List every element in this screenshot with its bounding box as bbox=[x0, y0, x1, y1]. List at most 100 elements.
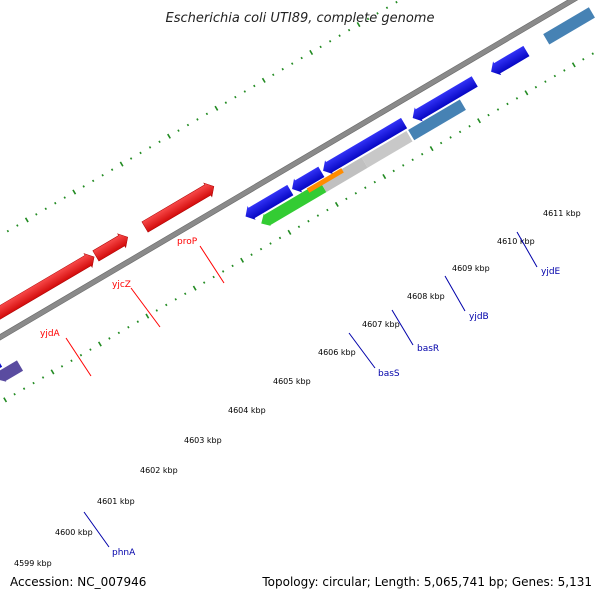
gc-dot bbox=[234, 95, 237, 99]
gc-dot bbox=[214, 105, 219, 111]
gc-dot bbox=[392, 169, 395, 173]
gc-dot bbox=[291, 62, 294, 65]
proP-leader bbox=[199, 245, 225, 284]
gene-yjdA bbox=[0, 253, 95, 321]
gc-dot bbox=[338, 34, 341, 37]
gc-dot bbox=[395, 0, 398, 4]
gc-dot bbox=[591, 52, 594, 55]
gene-phnA bbox=[0, 360, 24, 382]
gc-dot bbox=[50, 369, 55, 375]
gc-content-dots-upper bbox=[6, 0, 398, 233]
gene-proP bbox=[141, 182, 215, 233]
gc-dot bbox=[429, 146, 434, 152]
gc-dot bbox=[212, 275, 215, 279]
gc-dot bbox=[376, 12, 379, 15]
tick-label: 4604 kbp bbox=[228, 406, 266, 415]
gc-dot bbox=[224, 101, 228, 104]
genome-stats-text: Topology: circular; Length: 5,065,741 bp… bbox=[261, 575, 592, 589]
gene-blue-row1-f bbox=[323, 117, 408, 175]
tick-label: 4608 kbp bbox=[407, 292, 445, 301]
gc-dot bbox=[354, 192, 358, 195]
gene-blue-row1-e bbox=[292, 166, 325, 193]
gc-dot bbox=[117, 331, 121, 335]
gc-dot bbox=[544, 80, 547, 83]
gc-dot bbox=[506, 102, 509, 106]
gc-dot bbox=[72, 189, 77, 195]
gc-dot bbox=[356, 21, 361, 28]
basR-leader bbox=[391, 309, 414, 346]
gc-dot bbox=[326, 208, 329, 212]
gene-label-yjdE: yjdE bbox=[541, 267, 561, 277]
tick-label: 4611 kbp bbox=[543, 209, 581, 218]
gc-dot bbox=[177, 129, 180, 132]
gc-dot bbox=[250, 253, 253, 256]
gene-label-yjdB: yjdB bbox=[469, 312, 489, 322]
gc-dot bbox=[79, 353, 83, 357]
gc-dot bbox=[44, 207, 47, 211]
gene-yjdB bbox=[361, 130, 413, 168]
genome-track bbox=[0, 0, 595, 404]
tick-label: 4599 kbp bbox=[14, 559, 52, 568]
gc-dot bbox=[22, 387, 26, 390]
gc-dot bbox=[411, 158, 414, 162]
gc-dot bbox=[54, 201, 57, 205]
gc-dot bbox=[287, 229, 292, 235]
gc-dot bbox=[524, 90, 529, 96]
genome-backbone bbox=[0, 0, 584, 404]
gc-dot bbox=[328, 40, 332, 43]
gc-dot bbox=[385, 6, 389, 10]
gc-dot bbox=[202, 281, 206, 284]
gc-dot bbox=[91, 179, 95, 183]
gc-dot bbox=[3, 397, 8, 403]
gc-dot bbox=[89, 348, 92, 351]
gc-dot bbox=[240, 257, 245, 263]
gene-label-yjcZ: yjcZ bbox=[112, 280, 131, 290]
gene-basS bbox=[261, 181, 327, 226]
gc-dot bbox=[382, 173, 387, 180]
gc-dot bbox=[192, 285, 197, 291]
gc-dot bbox=[205, 112, 209, 116]
gc-dot bbox=[145, 313, 150, 319]
yjcZ-leader bbox=[130, 287, 161, 328]
gc-dot bbox=[129, 157, 133, 160]
gc-dot bbox=[515, 97, 519, 100]
gc-dot bbox=[253, 84, 256, 88]
gc-dot bbox=[41, 376, 45, 379]
gene-yjdE bbox=[408, 99, 466, 141]
gc-dot bbox=[60, 365, 64, 368]
gc-dot bbox=[439, 141, 443, 145]
tick-label: 4603 kbp bbox=[184, 436, 222, 445]
yjdA-leader bbox=[65, 337, 92, 377]
tick-label: 4606 kbp bbox=[318, 348, 356, 357]
gc-content-dots-lower bbox=[3, 52, 594, 403]
gc-dot bbox=[420, 152, 424, 156]
gene-basR bbox=[306, 168, 344, 193]
gc-dot bbox=[136, 320, 140, 323]
gc-dot bbox=[231, 264, 234, 268]
gene-yjcZ bbox=[92, 233, 128, 262]
gc-dot bbox=[167, 133, 171, 139]
gc-dot bbox=[534, 85, 538, 89]
gc-dot bbox=[261, 77, 266, 83]
gc-dot bbox=[281, 67, 284, 71]
gc-dot bbox=[165, 303, 168, 307]
tick-label: 4600 kbp bbox=[55, 528, 93, 537]
gc-dot bbox=[278, 236, 282, 240]
gc-dot bbox=[582, 58, 585, 61]
reverse-strand-genes-row1 bbox=[0, 7, 595, 376]
gc-dot bbox=[97, 341, 102, 347]
gc-dot bbox=[148, 146, 152, 149]
gc-dot bbox=[186, 123, 190, 127]
gc-dot bbox=[373, 180, 376, 184]
gc-dot bbox=[307, 219, 310, 223]
gc-dot bbox=[139, 151, 142, 155]
forward-strand-genes bbox=[0, 182, 215, 321]
tick-label: 4607 kbp bbox=[362, 320, 400, 329]
gc-dot bbox=[259, 247, 263, 251]
gene-label-basS: basS bbox=[378, 369, 400, 379]
gc-dot bbox=[269, 242, 272, 245]
gc-dot bbox=[155, 309, 158, 312]
gc-dot bbox=[364, 186, 367, 189]
gc-dot bbox=[184, 292, 187, 296]
